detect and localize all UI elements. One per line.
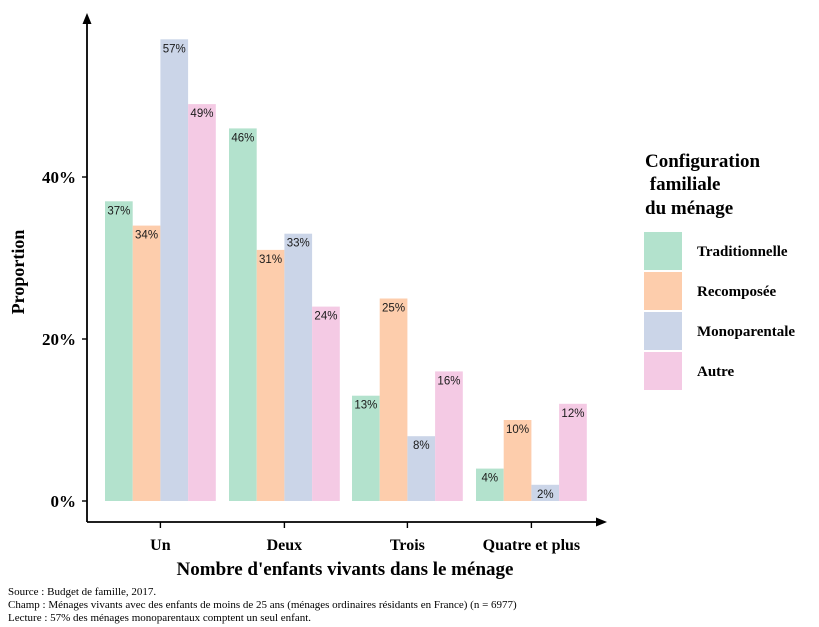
legend-swatch-traditionnelle (644, 232, 682, 270)
bar-label: 4% (482, 473, 499, 485)
bar-recomposée-1 (132, 225, 161, 501)
legend-title-line-3: du ménage (645, 198, 733, 219)
bar-label: 24% (314, 311, 337, 323)
bar-autre-1 (188, 104, 216, 501)
legend-label-traditionnelle: Traditionnelle (697, 244, 788, 260)
bar-label: 46% (231, 132, 254, 144)
legend: Configuration familiale du ménage Tradit… (644, 151, 795, 390)
bar-autre-2 (312, 306, 340, 501)
y-tick-label: 20% (42, 330, 76, 349)
bar-monoparentale-4 (531, 484, 560, 501)
legend-label-autre: Autre (697, 364, 735, 380)
x-tick-label: Quatre et plus (483, 537, 580, 554)
bar-traditionnelle-2 (229, 128, 257, 501)
bar-label: 37% (107, 205, 130, 217)
y-tick-label: 40% (42, 168, 76, 187)
legend-swatch-autre (644, 352, 682, 390)
bar-autre-4 (559, 403, 587, 501)
bar-label: 49% (190, 108, 213, 120)
bar-labels-layer: 37% 46% 13% 4% 34% 31% 25% 10% 57% 33% 8% 2% 49% 24% 1… (107, 43, 584, 501)
y-ticks: 0% 20% 40% (42, 168, 87, 511)
bar-label: 31% (259, 254, 282, 266)
y-tick-label: 0% (51, 492, 77, 511)
caption-lecture: Lecture : 57% des ménages monoparentaux … (8, 612, 311, 624)
y-axis-label: Proportion (8, 230, 28, 315)
bar-label: 16% (437, 375, 460, 387)
bar-monoparentale-3 (407, 436, 436, 501)
x-axis-arrow (596, 517, 607, 527)
legend-items: Traditionnelle Recomposée Monoparentale Aut… (644, 232, 795, 390)
bar-recomposée-3 (379, 298, 408, 501)
caption-source: Source : Budget de famille, 2017. (8, 586, 156, 598)
bar-monoparentale-2 (284, 233, 313, 501)
legend-swatch-recomposée (644, 272, 682, 310)
caption-champ: Champ : Ménages vivants avec des enfants… (8, 599, 517, 611)
bar-traditionnelle-4 (476, 468, 504, 501)
bar-label: 2% (537, 489, 554, 501)
y-axis-arrow (82, 13, 92, 24)
legend-title-line-1: Configuration (645, 151, 761, 172)
bar-label: 10% (506, 424, 529, 436)
legend-label-monoparentale: Monoparentale (697, 324, 795, 340)
legend-title-line-2: familiale (645, 174, 720, 195)
bar-recomposée-2 (256, 249, 285, 501)
bar-label: 33% (287, 238, 310, 250)
bar-traditionnelle-1 (105, 201, 133, 502)
x-tick-label: Deux (267, 537, 303, 554)
bar-autre-3 (435, 371, 463, 501)
bar-label: 8% (413, 440, 430, 452)
x-tick-label: Trois (390, 537, 425, 554)
bar-monoparentale-1 (160, 39, 189, 502)
bar-label: 13% (354, 400, 377, 412)
bar-label: 34% (135, 230, 158, 242)
x-ticks: Un Deux Trois Quatre et plus (150, 522, 580, 554)
x-tick-label: Un (150, 537, 171, 554)
bars-layer (105, 39, 587, 502)
legend-swatch-monoparentale (644, 312, 682, 350)
bar-label: 25% (382, 303, 405, 315)
x-axis-label: Nombre d'enfants vivants dans le ménage (177, 559, 514, 580)
bar-recomposée-4 (503, 420, 532, 501)
legend-label-recomposée: Recomposée (697, 284, 776, 300)
bar-traditionnelle-3 (352, 395, 380, 501)
bar-label: 12% (561, 408, 584, 420)
caption: Source : Budget de famille, 2017. Champ … (8, 586, 517, 624)
bar-label: 57% (163, 43, 186, 55)
